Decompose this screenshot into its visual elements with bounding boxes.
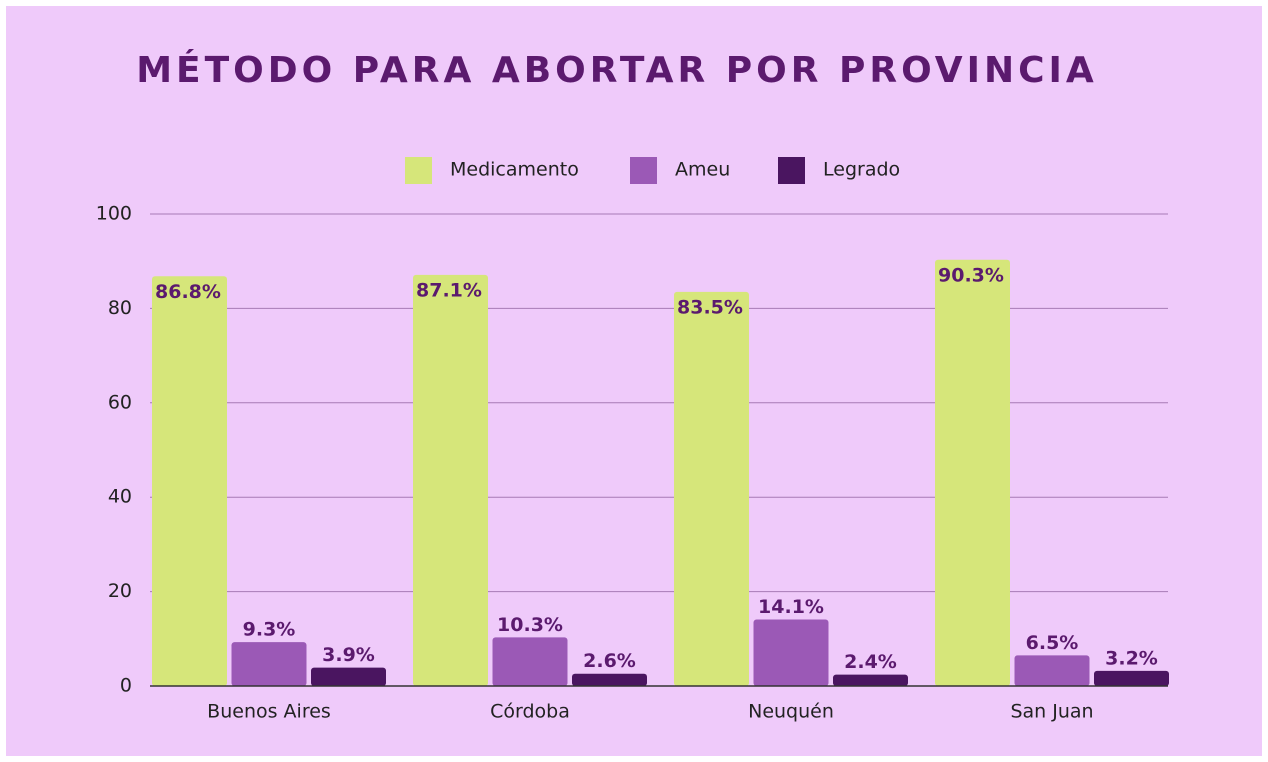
legend-label: Ameu bbox=[675, 159, 730, 181]
value-label: 3.9% bbox=[322, 644, 375, 666]
chart-title: MÉTODO PARA ABORTAR POR PROVINCIA bbox=[136, 49, 1098, 91]
x-tick-label: Buenos Aires bbox=[207, 701, 331, 723]
value-label: 90.3% bbox=[938, 264, 1004, 286]
legend-label: Legrado bbox=[823, 159, 900, 181]
y-tick-label: 100 bbox=[96, 203, 132, 225]
value-label: 3.2% bbox=[1105, 647, 1158, 669]
value-label: 14.1% bbox=[758, 596, 824, 618]
legend-label: Medicamento bbox=[450, 159, 579, 181]
y-tick-label: 60 bbox=[108, 391, 132, 413]
value-label: 10.3% bbox=[497, 614, 563, 636]
value-label: 86.8% bbox=[155, 281, 221, 303]
x-tick-label: Neuquén bbox=[748, 701, 834, 723]
bar bbox=[753, 619, 829, 686]
y-tick-label: 80 bbox=[108, 297, 132, 319]
y-tick-label: 20 bbox=[108, 580, 132, 602]
x-tick-label: Córdoba bbox=[490, 701, 570, 723]
value-label: 9.3% bbox=[243, 619, 296, 641]
x-tick-label: San Juan bbox=[1010, 701, 1093, 723]
bar bbox=[572, 673, 647, 686]
value-label: 2.6% bbox=[583, 650, 636, 672]
y-tick-label: 0 bbox=[120, 675, 132, 697]
legend-swatch bbox=[405, 157, 432, 184]
bar bbox=[311, 667, 386, 686]
value-label: 83.5% bbox=[677, 296, 743, 318]
value-label: 6.5% bbox=[1026, 632, 1079, 654]
value-label: 2.4% bbox=[844, 651, 897, 673]
bar bbox=[935, 259, 1010, 686]
bar bbox=[231, 642, 307, 686]
bar bbox=[1014, 655, 1090, 686]
bar bbox=[492, 637, 568, 686]
value-label: 87.1% bbox=[416, 279, 482, 301]
bar bbox=[152, 276, 227, 686]
bar bbox=[413, 274, 488, 686]
legend-swatch bbox=[630, 157, 657, 184]
legend-swatch bbox=[778, 157, 805, 184]
y-tick-label: 40 bbox=[108, 486, 132, 508]
bar bbox=[674, 291, 749, 686]
bar bbox=[833, 674, 908, 686]
bar bbox=[1094, 670, 1169, 686]
